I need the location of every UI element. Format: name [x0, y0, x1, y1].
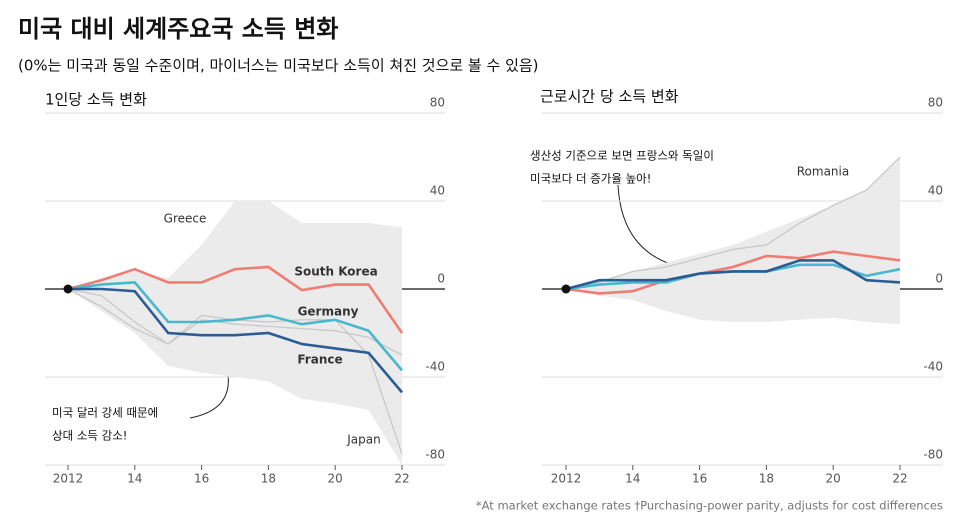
x-tick-label: 16: [194, 472, 209, 486]
x-tick-label: 22: [892, 472, 907, 486]
annotation-arrow: [617, 184, 699, 271]
x-tick-label: 18: [759, 472, 774, 486]
x-tick-label: 22: [394, 472, 409, 486]
x-tick-label: 14: [127, 472, 142, 486]
series-label: South Korea: [294, 265, 377, 279]
x-tick-label: 14: [625, 472, 640, 486]
annotation: 생산성 기준으로 보면 프랑스와 독일이: [530, 149, 714, 163]
series-line: [565, 156, 901, 290]
series-label: Germany: [298, 305, 359, 319]
x-tick-label: 20: [826, 472, 841, 486]
x-tick-label: 18: [261, 472, 276, 486]
series-line: [565, 250, 901, 295]
x-tick-label: 16: [692, 472, 707, 486]
series-label: France: [297, 353, 342, 367]
x-tick-label: 2012: [551, 472, 582, 486]
y-tick-label: 80: [928, 96, 943, 110]
y-tick-label: -40: [923, 360, 943, 374]
series-label: Greece: [164, 212, 207, 226]
panel-title: 1인당 소득 변화: [45, 91, 147, 109]
footnote: *At market exchange rates †Purchasing-po…: [476, 499, 943, 513]
annotation-arrow: [189, 374, 229, 419]
annotation: 미국 달러 강세 때문에: [52, 406, 158, 420]
y-tick-label: 40: [928, 184, 943, 198]
series-line: [68, 287, 403, 394]
origin-dot: [561, 284, 571, 294]
series-label: Japan: [346, 433, 380, 447]
y-tick-label: -80: [425, 448, 445, 462]
series-label: Romania: [797, 165, 849, 179]
x-tick-label: 2012: [53, 472, 84, 486]
origin-dot: [63, 284, 73, 294]
y-tick-label: -80: [923, 448, 943, 462]
range-band: [68, 201, 402, 465]
y-tick-label: 40: [430, 184, 445, 198]
y-tick-label: -40: [425, 360, 445, 374]
series-line: [67, 288, 403, 356]
annotation: 미국보다 더 증가율 높아!: [530, 172, 651, 186]
annotation: 상대 소득 감소!: [52, 429, 127, 443]
series-line: [67, 265, 404, 334]
y-tick-label: 0: [437, 272, 445, 286]
x-tick-label: 20: [328, 472, 343, 486]
panel-title: 근로시간 당 소득 변화: [540, 88, 679, 106]
page-subtitle: (0%는 미국과 동일 수준이며, 마이너스는 미국보다 소득이 쳐진 것으로 …: [18, 57, 539, 75]
series-line: [67, 281, 403, 372]
page-title: 미국 대비 세계주요국 소득 변화: [18, 15, 338, 43]
y-tick-label: 80: [430, 96, 445, 110]
y-tick-label: 0: [935, 272, 943, 286]
series-line: [565, 259, 901, 291]
